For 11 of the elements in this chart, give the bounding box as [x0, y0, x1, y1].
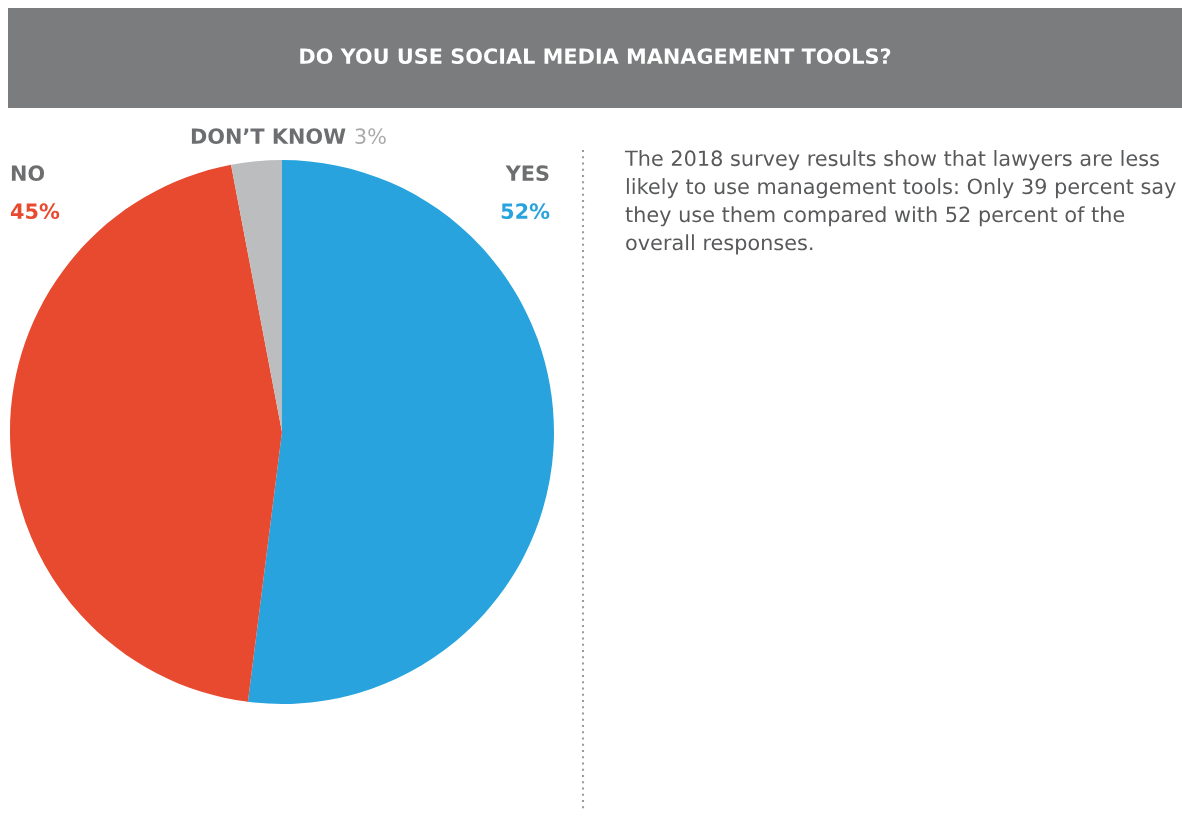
chart-title: DO YOU USE SOCIAL MEDIA MANAGEMENT TOOLS? [300, 48, 891, 65]
slice-label: NO [11, 165, 45, 182]
slice-label: DON’T KNOW [191, 128, 346, 145]
data-label: 3% [355, 128, 386, 145]
data-label: 45% [10, 203, 60, 220]
pie-slice [247, 160, 554, 704]
text: The 2018 survey results show that lawyers are less likely to use management tools: Only 39 percent say they use them compared with 52 percent of the overall responses. [624, 150, 1176, 255]
pie-slice [231, 160, 282, 432]
pie-slice [10, 164, 282, 702]
data-label: 52% [501, 203, 550, 220]
slice-label: YES [505, 165, 549, 182]
